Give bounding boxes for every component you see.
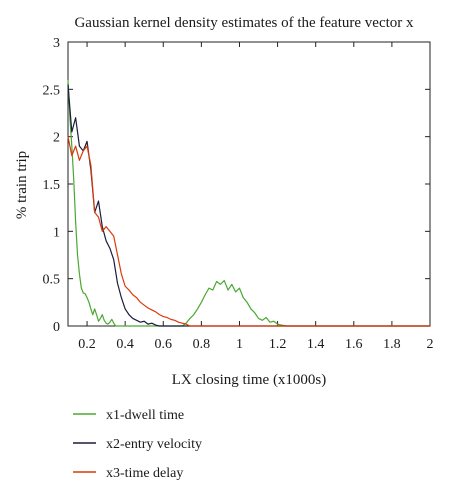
x-axis-ticks: 0.2 0.4 0.6 0.8 1 1.2 1.4 1.6 1.8 2 bbox=[78, 42, 434, 352]
x-tick-label: 0.4 bbox=[116, 337, 134, 352]
legend-item: x1-dwell time bbox=[73, 408, 184, 423]
series-line-3 bbox=[67, 136, 430, 327]
x-tick-label: 2 bbox=[427, 337, 434, 352]
y-tick-label: 3 bbox=[53, 36, 60, 51]
x-axis-title: LX closing time (x1000s) bbox=[172, 372, 327, 388]
x-tick-label: 0.8 bbox=[193, 337, 211, 352]
x-tick-label: 0.2 bbox=[78, 337, 96, 352]
y-tick-label: 2 bbox=[53, 131, 60, 146]
plot-border bbox=[67, 41, 431, 327]
y-tick-label: 1.5 bbox=[43, 178, 61, 193]
legend: x1-dwell time x2-entry velocity x3-time de… bbox=[73, 408, 202, 481]
x-tick-label: 0.6 bbox=[155, 337, 173, 352]
legend-item: x2-entry velocity bbox=[73, 437, 202, 452]
series-layer bbox=[67, 79, 430, 327]
y-axis-title: % train trip bbox=[14, 151, 30, 219]
x-tick-label: 1.4 bbox=[307, 337, 325, 352]
y-tick-label: 0 bbox=[53, 320, 60, 335]
y-tick-label: 1 bbox=[53, 225, 60, 240]
legend-label: x1-dwell time bbox=[106, 408, 184, 423]
x-tick-label: 1 bbox=[236, 337, 243, 352]
y-axis-ticks: 0 0.5 1 1.5 2 2.5 3 bbox=[43, 36, 430, 335]
x-tick-label: 1.6 bbox=[345, 337, 363, 352]
y-tick-label: 2.5 bbox=[43, 83, 61, 98]
y-tick-label: 0.5 bbox=[43, 273, 61, 288]
series-line-2 bbox=[67, 84, 430, 327]
chart-title: Gaussian kernel density estimates of the… bbox=[74, 15, 414, 31]
x-tick-label: 1.8 bbox=[383, 337, 401, 352]
legend-label: x3-time delay bbox=[106, 466, 183, 481]
legend-item: x3-time delay bbox=[73, 466, 183, 481]
x-tick-label: 1.2 bbox=[269, 337, 287, 352]
plot-frame bbox=[67, 41, 431, 327]
legend-label: x2-entry velocity bbox=[106, 437, 202, 452]
series-line-1 bbox=[67, 79, 430, 327]
